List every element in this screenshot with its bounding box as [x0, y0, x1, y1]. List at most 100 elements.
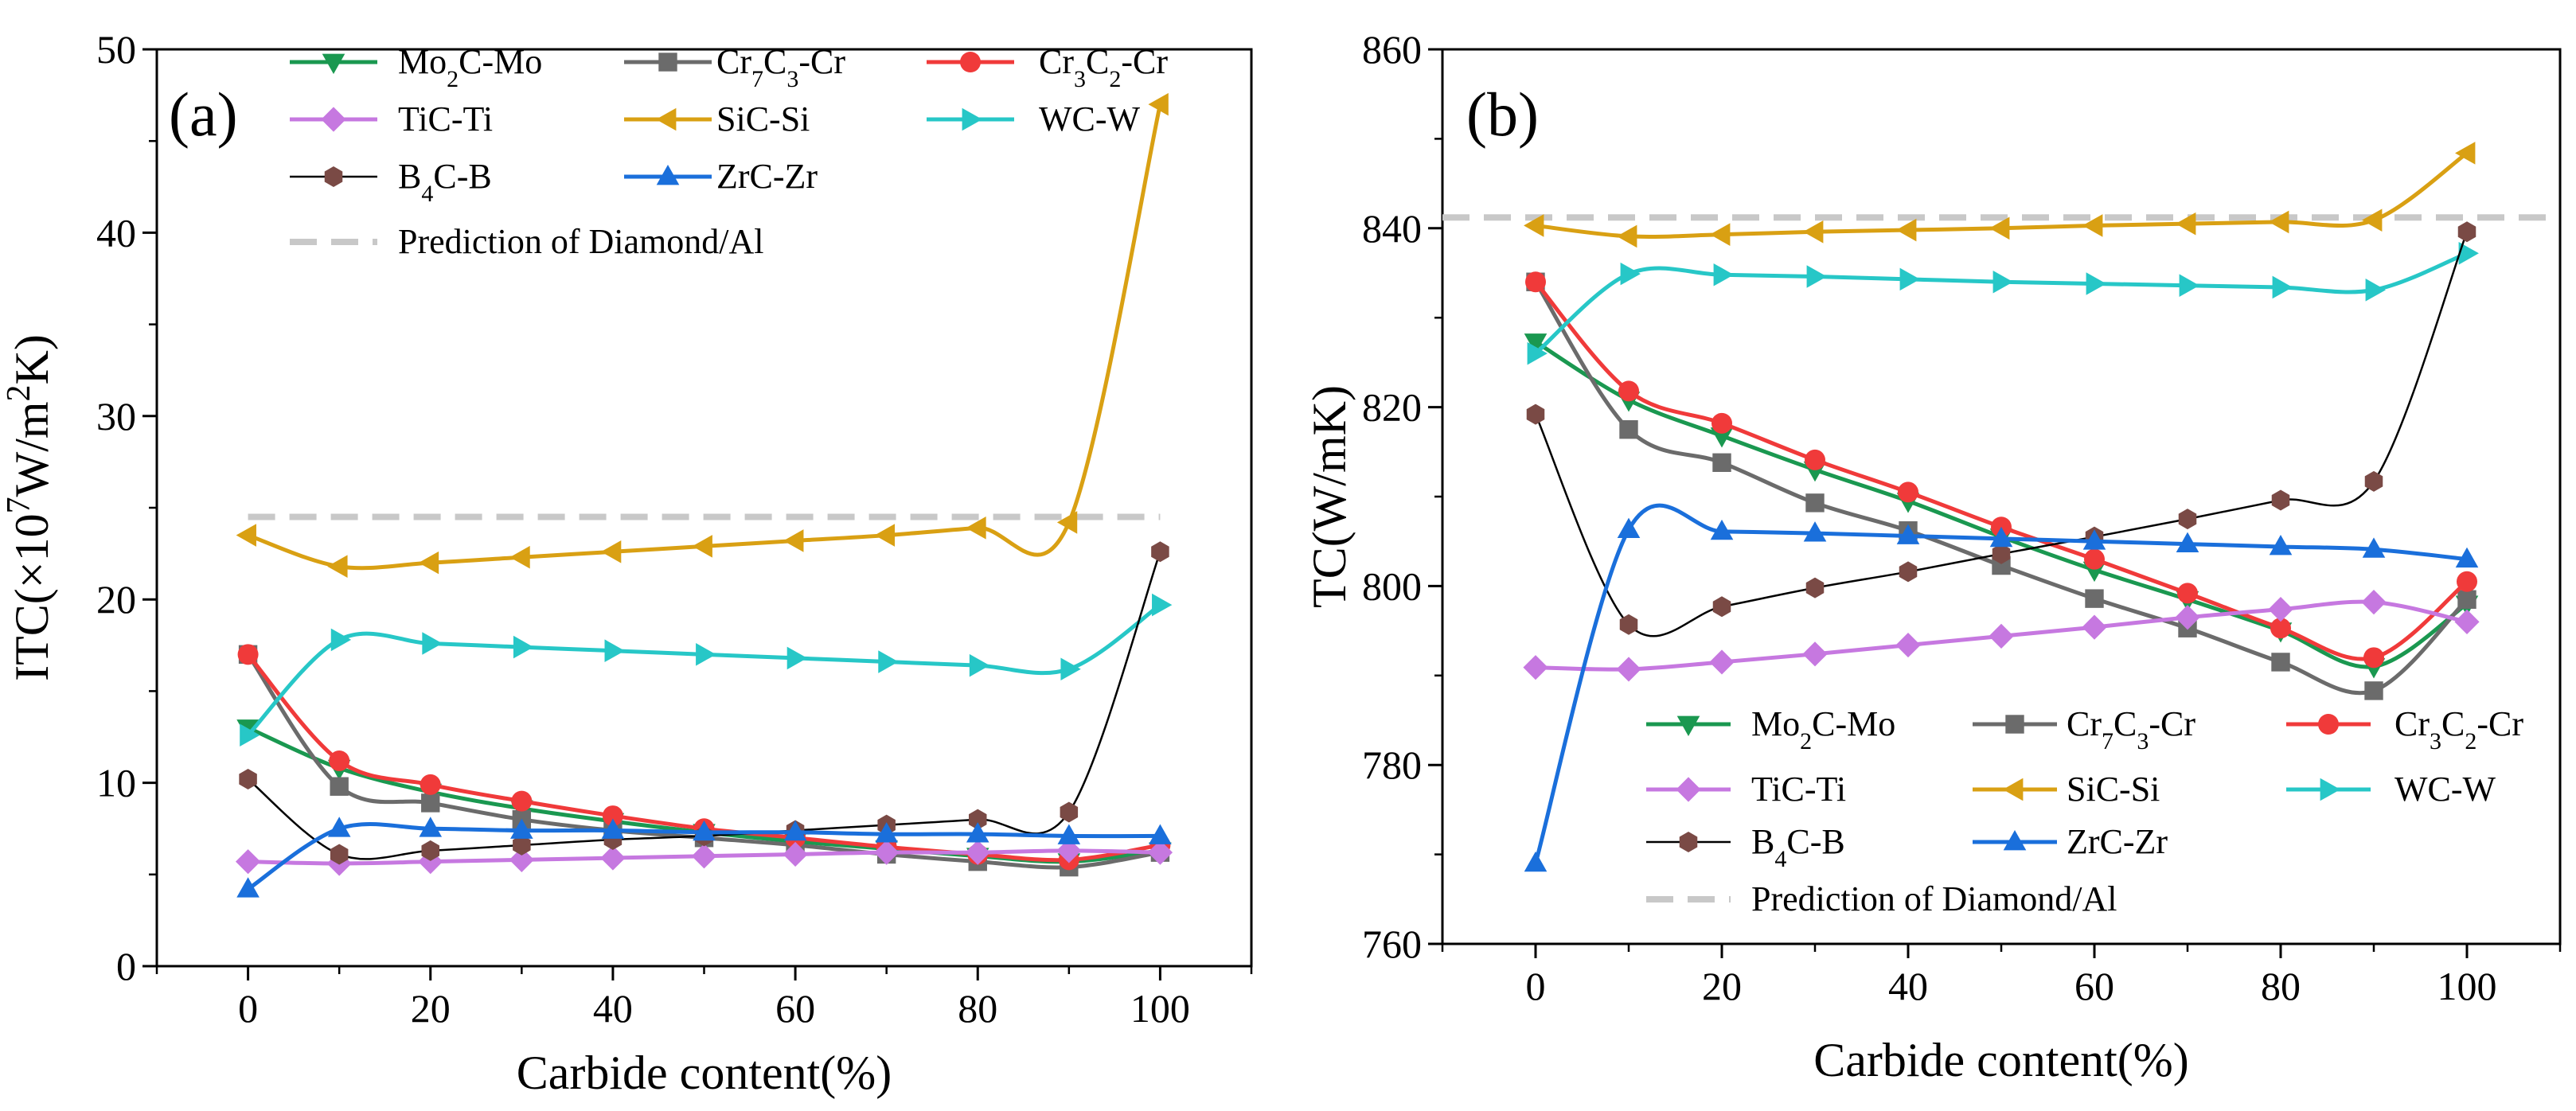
legend-label-cr3c2-cr-part: C: [1086, 42, 1109, 81]
data-point-b4c-b: [513, 834, 531, 856]
data-point-wc-w: [604, 639, 625, 663]
legend-label-tic-ti-part: TiC-Ti: [398, 99, 493, 138]
data-point-zrc-zr: [1057, 824, 1081, 844]
legend-label-mo2c-mo-part: 2: [447, 66, 459, 92]
series-cr7c3-cr: [1526, 272, 2476, 700]
data-point-mo2c-mo: [1524, 333, 1548, 354]
data-point-tic-ti: [1709, 649, 1735, 675]
legend-label-tic-ti: TiC-Ti: [398, 99, 493, 138]
legend-label-cr7c3-cr-part: 3: [2137, 728, 2149, 754]
data-point-cr3c2-cr: [511, 790, 533, 812]
y-axis-title-part: ITC(×10: [6, 513, 58, 680]
data-point-cr7c3-cr: [1712, 453, 1731, 472]
data-point-tic-ti: [874, 840, 900, 865]
data-point-cr7c3-cr: [2457, 590, 2476, 609]
legend-marker-mo2c-mo: [322, 53, 345, 74]
data-point-tic-ti: [2454, 609, 2480, 634]
data-point-wc-w: [2458, 241, 2479, 265]
legend-label-mo2c-mo: Mo2C-Mo: [1751, 704, 1895, 754]
legend-label-zrc-zr: ZrC-Zr: [716, 157, 818, 196]
legend-label-zrc-zr-part: ZrC-Zr: [2067, 822, 2168, 861]
legend-label-b4c-b: B4C-B: [398, 157, 492, 207]
y-tick-label: 40: [96, 210, 136, 255]
data-point-zrc-zr: [2455, 547, 2479, 568]
data-point-wc-w: [1992, 270, 2013, 294]
data-point-sic-si: [236, 524, 256, 547]
data-point-tic-ti: [2082, 614, 2107, 640]
data-point-wc-w: [2365, 279, 2386, 302]
legend-label-cr3c2-cr-part: Cr: [1039, 42, 1074, 81]
y-tick-label: 840: [1362, 206, 1422, 251]
data-point-b4c-b: [1992, 543, 2011, 564]
data-point-cr7c3-cr: [421, 793, 440, 813]
x-tick-label: 100: [1130, 986, 1190, 1031]
legend-label-b4c-b-part: 4: [1774, 846, 1786, 872]
data-point-wc-w: [2272, 275, 2293, 299]
y-tick-label: 30: [96, 394, 136, 439]
data-point-zrc-zr: [327, 817, 351, 837]
legend-label-cr7c3-cr-part: C: [763, 42, 786, 81]
data-point-tic-ti: [965, 840, 990, 865]
legend-label-b4c-b-part: B: [1751, 822, 1774, 861]
data-point-cr3c2-cr: [2177, 583, 2198, 604]
legend-label-cr3c2-cr: Cr3C2-Cr: [1039, 42, 1168, 92]
data-point-tic-ti: [2361, 590, 2387, 615]
data-point-cr7c3-cr: [330, 777, 349, 796]
y-tick-label: 800: [1362, 563, 1422, 608]
data-point-zrc-zr: [2362, 537, 2386, 558]
y-tick-label: 20: [96, 577, 136, 622]
panel-label: (a): [169, 80, 238, 149]
data-point-cr7c3-cr: [1805, 493, 1825, 513]
legend-marker-cr3c2-cr: [960, 52, 981, 72]
legend-label-mo2c-mo-part: C-Mo: [459, 42, 542, 81]
series-line-sic-si: [247, 103, 1162, 571]
legend-marker-sic-si: [656, 107, 677, 131]
x-axis-title: Carbide content(%): [517, 1047, 892, 1099]
series-sic-si: [236, 92, 1169, 579]
series-sic-si: [1524, 142, 2476, 248]
data-point-cr3c2-cr: [1618, 380, 1639, 402]
legend-label-reference: Prediction of Diamond/Al: [398, 222, 764, 261]
data-point-cr3c2-cr: [237, 644, 259, 665]
data-point-sic-si: [2082, 214, 2103, 237]
data-point-tic-ti: [509, 847, 534, 872]
y-tick-label: 0: [116, 944, 136, 988]
chart-panel-a: 0 20 40 60 80 100 0 10 20 30 40 50 Carbide content(%…: [1, 27, 1253, 1099]
data-point-b4c-b: [1712, 596, 1731, 618]
legend-label-cr3c2-cr: Cr3C2-Cr: [2395, 704, 2523, 754]
x-tick-label: 80: [2261, 964, 2301, 1008]
legend-label-b4c-b-part: C-B: [433, 157, 491, 196]
series-line-wc-w: [1534, 251, 2468, 356]
y-tick-label: 860: [1362, 27, 1422, 72]
legend-label-tic-ti-part: TiC-Ti: [1751, 770, 1846, 809]
legend-marker-zrc-zr: [2003, 830, 2027, 851]
data-point-tic-ti: [235, 849, 261, 875]
data-point-sic-si: [1617, 224, 1637, 248]
legend-label-cr3c2-cr-part: -Cr: [2476, 704, 2523, 743]
data-point-tic-ti: [1616, 657, 1641, 682]
data-point-wc-w: [1620, 262, 1641, 286]
data-point-cr3c2-cr: [2363, 647, 2384, 669]
data-point-wc-w: [1060, 657, 1081, 681]
y-tick-label: 760: [1362, 922, 1422, 966]
data-point-b4c-b: [1151, 541, 1169, 563]
legend-label-mo2c-mo-part: C-Mo: [1812, 704, 1895, 743]
legend-label-mo2c-mo-part: 2: [1800, 728, 1812, 754]
data-point-wc-w: [330, 628, 352, 652]
data-point-cr3c2-cr: [2270, 618, 2291, 639]
data-point-sic-si: [1896, 218, 1917, 242]
series-line-b4c-b: [247, 551, 1161, 860]
legend-label-cr3c2-cr-part: 3: [1074, 66, 1086, 92]
data-point-sic-si: [1989, 216, 2010, 240]
legend-label-mo2c-mo: Mo2C-Mo: [398, 42, 542, 92]
data-point-wc-w: [1806, 265, 1827, 288]
data-point-zrc-zr: [1896, 524, 1920, 544]
legend-marker-cr3c2-cr: [2318, 714, 2339, 735]
x-tick-label: 20: [411, 986, 451, 1031]
legend-label-cr7c3-cr-part: 3: [786, 66, 798, 92]
legend-marker-tic-ti: [321, 107, 346, 132]
plot-frame: [1441, 48, 2562, 945]
legend-label-b4c-b-part: C-B: [1786, 822, 1844, 861]
data-point-zrc-zr: [875, 822, 898, 843]
